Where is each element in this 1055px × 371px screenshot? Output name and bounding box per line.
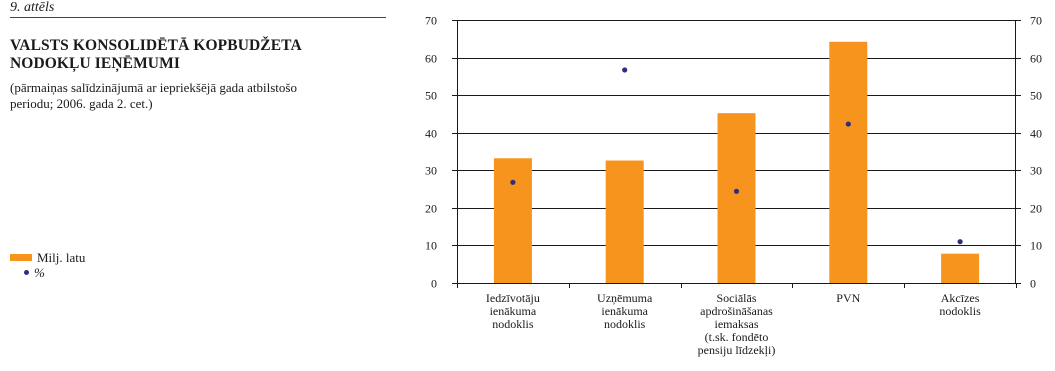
dot-0 <box>510 179 516 185</box>
legend-label-bar: Milj. latu <box>37 249 86 265</box>
bar-3 <box>829 41 868 283</box>
x-category-label-4-line-0: Akcīzes <box>941 291 980 305</box>
legend-swatch-bar <box>10 254 32 261</box>
y2-tick-label-right-30: 30 <box>1030 164 1042 178</box>
chart-subtitle: (pārmaiņas salīdzinājumā ar iepriekšējā … <box>10 80 386 112</box>
x-category-label-2: Sociālās apdrošināšanas iemaksas (t.sk. fon… <box>698 291 776 357</box>
legend-item-dot: % <box>10 265 85 280</box>
bar-4 <box>941 253 980 283</box>
x-category-label-0-line-2: nodoklis <box>492 317 534 331</box>
x-category-label-4-line-1: nodoklis <box>939 304 981 318</box>
bar-0 <box>493 158 532 283</box>
y-tick-label-left-40: 40 <box>425 127 437 141</box>
y-tick-label-left-60: 60 <box>425 52 437 66</box>
x-category-label-3-line-0: PVN <box>836 291 860 305</box>
dot-3 <box>845 121 851 127</box>
legend-swatch-dot <box>24 270 29 275</box>
x-category-label-1: Uzņēmuma ienākuma nodoklis <box>597 291 653 331</box>
bar-2 <box>717 113 756 283</box>
y2-tick-label-right-60: 60 <box>1030 52 1042 66</box>
x-category-label-1-line-0: Uzņēmuma <box>597 291 653 305</box>
x-category-label-2-line-3: (t.sk. fondēto <box>705 330 769 344</box>
figure-info-panel: 9. attēls VALSTS KONSOLIDĒTĀ KOPBUDŽETA … <box>10 0 388 371</box>
figure-rule <box>10 17 386 18</box>
x-category-label-2-line-0: Sociālās <box>717 291 757 305</box>
y2-tick-label-right-50: 50 <box>1030 89 1042 103</box>
x-category-label-2-line-4: pensiju līdzekļi) <box>698 343 776 357</box>
x-category-label-3: PVN <box>836 291 860 305</box>
y2-tick-label-right-10: 10 <box>1030 239 1042 253</box>
chart-subtitle-line-1: (pārmaiņas salīdzinājumā ar iepriekšējā … <box>10 80 297 95</box>
x-category-label-2-line-2: iemaksas <box>715 317 759 331</box>
x-category-label-0-line-1: ienākuma <box>490 304 537 318</box>
y2-tick-label-right-0: 0 <box>1030 277 1036 291</box>
chart-title: VALSTS KONSOLIDĒTĀ KOPBUDŽETA NODOKĻU IE… <box>10 37 386 73</box>
chart-title-line-2: NODOKĻU IEŅĒMUMI <box>10 55 180 72</box>
y-tick-label-left-10: 10 <box>425 239 437 253</box>
figure-number: 9. attēls <box>10 0 55 15</box>
y-tick-label-left-70: 70 <box>425 14 437 28</box>
chart-subtitle-line-2: periodu; 2006. gada 2. cet.) <box>10 96 153 111</box>
dot-4 <box>957 239 963 245</box>
x-category-label-2-line-1: apdrošināšanas <box>700 304 773 318</box>
x-category-label-1-line-2: nodoklis <box>604 317 646 331</box>
dot-2 <box>733 188 740 194</box>
x-category-label-4: Akcīzes nodoklis <box>939 291 981 318</box>
y-tick-label-left-0: 0 <box>431 277 437 291</box>
legend-item-bar: Milj. latu <box>10 250 85 265</box>
y-tick-label-left-30: 30 <box>425 164 437 178</box>
y2-tick-label-right-20: 20 <box>1030 202 1042 216</box>
x-category-label-0-line-0: Iedzīvotāju <box>486 291 540 305</box>
chart-legend: Milj. latu % <box>10 250 85 280</box>
chart-title-line-1: VALSTS KONSOLIDĒTĀ KOPBUDŽETA <box>10 37 302 54</box>
bar-1 <box>605 160 644 283</box>
x-category-label-0: Iedzīvotāju ienākuma nodoklis <box>486 291 540 331</box>
y2-tick-label-right-40: 40 <box>1030 127 1042 141</box>
y-tick-label-left-20: 20 <box>425 202 437 216</box>
dot-1 <box>622 67 628 73</box>
y-tick-label-left-50: 50 <box>425 89 437 103</box>
legend-label-dot: % <box>34 264 45 280</box>
x-category-label-1-line-1: ienākuma <box>601 304 648 318</box>
y2-tick-label-right-70: 70 <box>1030 14 1042 28</box>
